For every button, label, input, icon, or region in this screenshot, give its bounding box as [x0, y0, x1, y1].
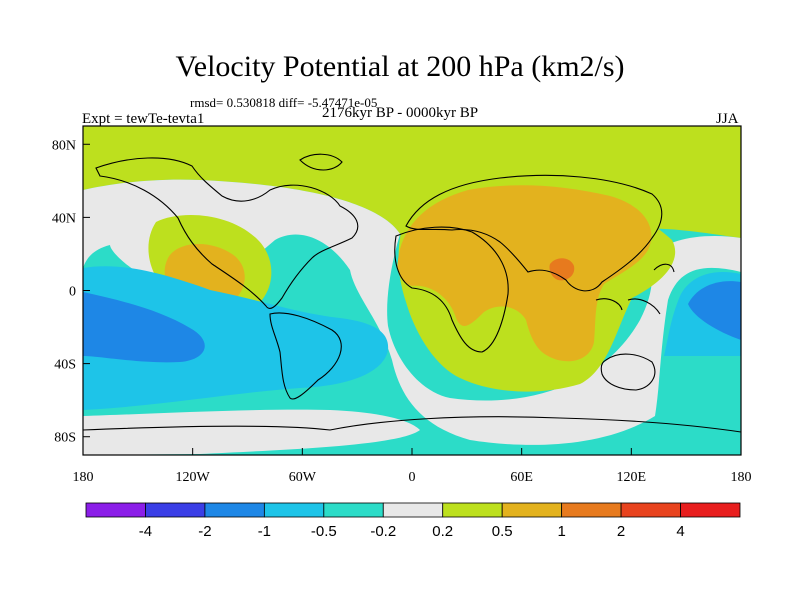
colorbar-swatch: [561, 502, 622, 518]
x-tick-label: 180: [731, 470, 752, 485]
y-tick-label: 40S: [54, 358, 76, 373]
colorbar-swatch: [85, 502, 146, 518]
chart-title: Velocity Potential at 200 hPa (km2/s): [175, 50, 625, 83]
x-tick-label: 120W: [176, 470, 211, 485]
contour-region: [83, 409, 420, 455]
colorbar-swatch: [501, 502, 563, 518]
colorbar-label: -0.2: [370, 523, 396, 540]
y-tick-label: 0: [69, 285, 76, 300]
colorbar-swatch: [145, 502, 206, 518]
colorbar-swatch: [442, 502, 503, 518]
x-tick-label: 0: [409, 470, 416, 485]
x-tick-label: 180: [73, 470, 94, 485]
contour-region: [83, 292, 205, 363]
y-tick-label: 80N: [52, 138, 76, 153]
colorbar-swatch: [323, 502, 384, 518]
y-tick-label: 80S: [54, 431, 76, 446]
x-axis: 180 120W 60W 0 60E 120E 180: [73, 448, 752, 485]
colorbar-swatch: [680, 502, 741, 518]
experiment-label: Expt = tewTe-tevta1: [82, 111, 205, 127]
colorbar-swatch: [263, 502, 325, 518]
stats-line: rmsd= 0.530818 diff= -5.47471e-05: [190, 95, 378, 110]
colorbar-swatch: [382, 502, 444, 518]
colorbar-label: 0.2: [432, 523, 453, 540]
colorbar-label: 1: [557, 523, 565, 540]
colorbar-label: -2: [198, 523, 211, 540]
period-subtitle: 2176kyr BP - 0000kyr BP: [322, 105, 479, 121]
coastlines: [83, 153, 741, 433]
contour-region: [688, 281, 741, 340]
y-tick-label: 40N: [52, 211, 76, 226]
colorbar-label: 0.5: [492, 523, 513, 540]
x-tick-label: 60E: [510, 470, 533, 485]
colorbar-label: 4: [676, 523, 684, 540]
colorbar-label: -4: [139, 523, 152, 540]
colorbar-label: 2: [617, 523, 625, 540]
colorbar-swatch: [204, 502, 265, 518]
season-label: JJA: [716, 111, 739, 127]
x-tick-label: 120E: [617, 470, 647, 485]
colorbar-swatch: [620, 502, 681, 518]
contour-region: [83, 126, 741, 238]
x-tick-label: 60W: [289, 470, 317, 485]
contour-fields: [83, 126, 741, 455]
colorbar-label: -1: [258, 523, 271, 540]
y-axis: 80N 40N 0 40S 80S: [52, 138, 90, 446]
colorbar: -4 -2 -1 -0.5 -0.2 0.2 0.5 1 2 4: [85, 502, 741, 540]
contour-region: [549, 258, 575, 281]
colorbar-label: -0.5: [311, 523, 337, 540]
contour-region: [83, 266, 389, 410]
